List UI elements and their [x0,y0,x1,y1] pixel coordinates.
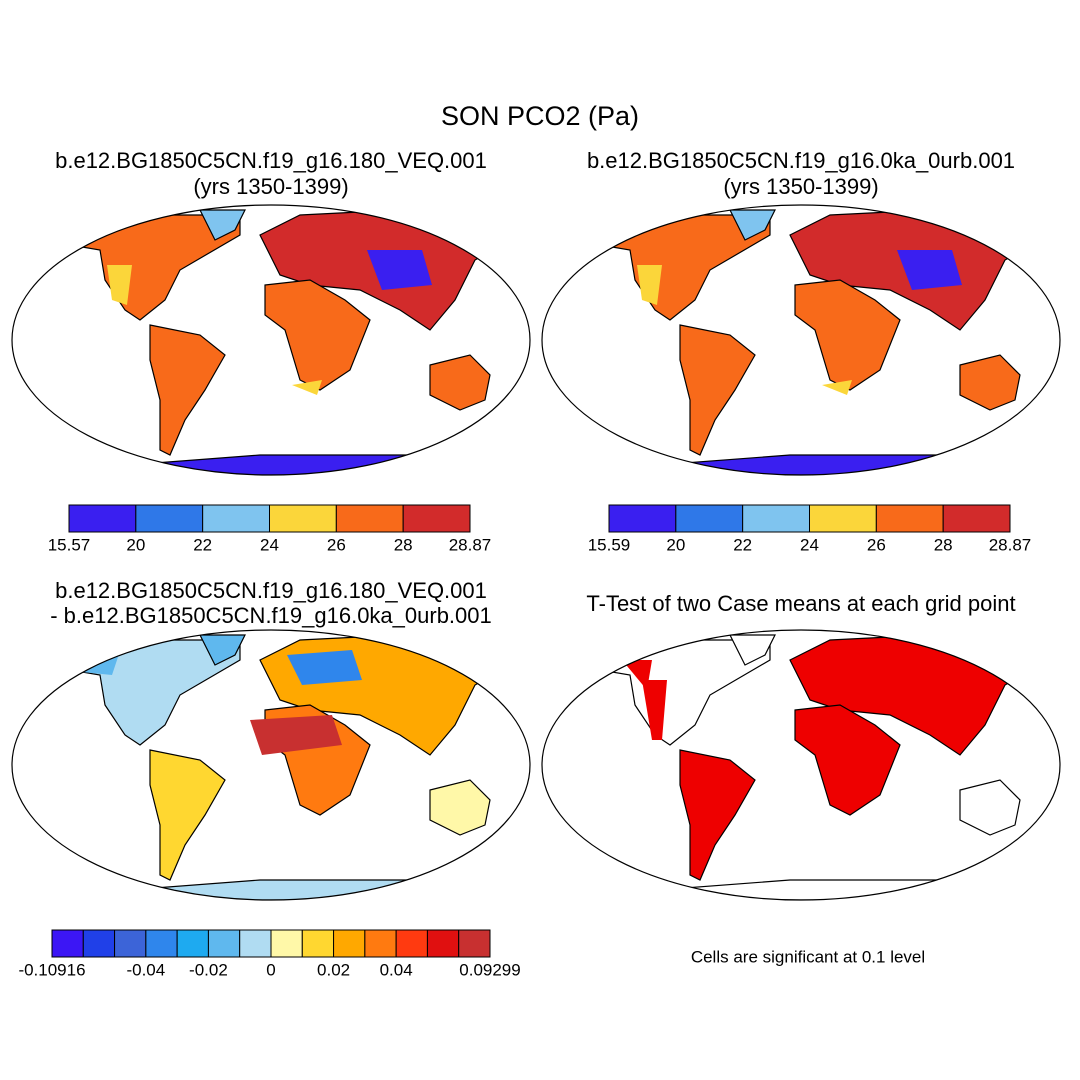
land [199,634,246,666]
colorbar-box [207,929,241,958]
note: Cells are significant at 0.1 level [691,947,925,966]
colorbar-box [675,504,744,533]
land-detail [107,265,132,305]
colorbar-label: -0.10916 [18,960,85,979]
land [429,779,491,836]
land-detail [897,250,962,290]
land [101,454,464,475]
colorbar-box [176,929,209,958]
land [149,749,226,881]
colorbar-box [608,504,677,533]
land [959,779,1021,836]
colorbar-box [426,929,460,958]
map-panel [11,629,531,901]
colorbar-box [202,504,271,533]
land [631,454,994,475]
panel-title: b.e12.BG1850C5CN.f19_g16.180_VEQ.001 [55,578,487,603]
land [959,354,1021,411]
colorbar-label: 28 [394,535,413,554]
land [729,209,776,241]
colorbar-label: 0.09299 [459,960,520,979]
panel-title: - b.e12.BG1850C5CN.f19_g16.0ka_0urb.001 [50,603,492,628]
colorbar-label: 24 [800,535,819,554]
colorbar-box [270,929,303,958]
land-detail [250,715,342,755]
land-detail [642,680,667,740]
land [149,324,226,456]
land [631,879,994,900]
colorbar-box [395,929,428,958]
colorbar-label: -0.04 [126,960,165,979]
panel-title: (yrs 1350-1399) [193,174,348,199]
land-detail [292,380,322,395]
map-border [541,204,1061,476]
map-border [11,629,531,901]
colorbar-box [458,929,491,958]
land [679,324,756,456]
land [101,879,464,900]
colorbar-label: 20 [126,535,145,554]
land [679,749,756,881]
colorbar-box [114,929,147,958]
colorbar-box [809,504,877,533]
figure-title: SON PCO2 (Pa) [441,101,639,131]
colorbar-label: 26 [327,535,346,554]
map-content [59,209,521,475]
colorbar-box [135,504,204,533]
colorbar-label: 28 [934,535,953,554]
colorbar-box [742,504,811,533]
panel-title: b.e12.BG1850C5CN.f19_g16.180_VEQ.001 [55,148,487,173]
colorbar-box [145,929,178,958]
land-detail [637,265,662,305]
map-panel [541,629,1061,901]
map-content [589,209,1051,475]
colorbar-box [269,504,337,533]
colorbar-box [364,929,397,958]
map-border [541,629,1061,901]
panel-title: (yrs 1350-1399) [723,174,878,199]
colorbar-label: 22 [733,535,752,554]
colorbar-box [82,929,116,958]
land [794,704,901,816]
colorbar-label: 28.87 [989,535,1032,554]
colorbar-box [333,929,366,958]
map-panel [11,204,531,476]
map-panel [541,204,1061,476]
colorbar-label: 0 [266,960,275,979]
colorbar-box [68,504,137,533]
colorbar-label: 22 [193,535,212,554]
panel-title: b.e12.BG1850C5CN.f19_g16.0ka_0urb.001 [587,148,1015,173]
land [729,634,776,666]
colorbar-box [301,929,335,958]
map-content [52,634,521,900]
colorbar-label: 26 [867,535,886,554]
colorbar-box [239,929,272,958]
land-detail [367,250,432,290]
colorbar-box [402,504,471,533]
colorbar-label: 0.02 [317,960,350,979]
map-border [11,204,531,476]
colorbar-label: 0.04 [380,960,413,979]
colorbar-label: 28.87 [449,535,492,554]
colorbar-label: 24 [260,535,279,554]
colorbar-label: -0.02 [189,960,228,979]
land [199,209,246,241]
colorbar-label: 15.57 [48,535,91,554]
panel-title: T-Test of two Case means at each grid po… [586,591,1015,616]
land [264,279,371,391]
land-detail [287,650,362,685]
land [429,354,491,411]
land [794,279,901,391]
colorbar-box [51,929,84,958]
colorbar-label: 15.59 [588,535,631,554]
land-detail [822,380,852,395]
colorbar-box [942,504,1011,533]
colorbar-box [335,504,404,533]
map-content [589,634,1051,900]
colorbar-label: 20 [666,535,685,554]
colorbar-box [875,504,944,533]
